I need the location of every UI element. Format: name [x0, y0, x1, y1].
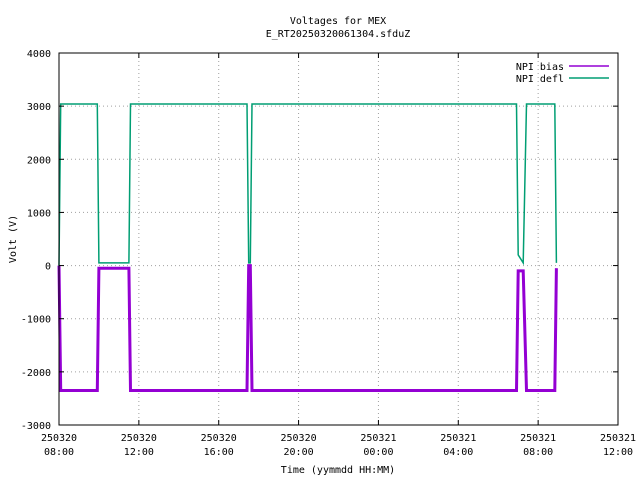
x-tick-time: 12:00	[603, 447, 633, 458]
x-tick-time: 12:00	[124, 447, 154, 458]
x-tick-time: 04:00	[443, 447, 473, 458]
chart-title: Voltages for MEX	[290, 16, 386, 27]
x-tick-time: 20:00	[284, 447, 314, 458]
series-layer	[57, 103, 558, 392]
x-tick-time: 16:00	[204, 447, 234, 458]
grid-lines	[59, 53, 618, 425]
y-tick-label: -3000	[21, 421, 51, 432]
x-tick-date: 250321	[520, 433, 556, 444]
x-tick-date: 250320	[41, 433, 77, 444]
x-tick-time: 00:00	[363, 447, 393, 458]
series-line-npi-bias	[57, 264, 558, 392]
chart-subtitle: E_RT20250320061304.sfduZ	[266, 29, 411, 40]
x-tick-date: 250320	[281, 433, 317, 444]
y-tick-label: 2000	[27, 155, 51, 166]
x-tick-date: 250321	[600, 433, 636, 444]
y-axis-label: Volt (V)	[8, 215, 19, 263]
x-tick-time: 08:00	[523, 447, 553, 458]
plot-frame	[58, 52, 619, 426]
legend-label: NPI bias	[516, 62, 564, 73]
series-line-npi-defl	[58, 103, 558, 266]
y-tick-label: 0	[45, 262, 51, 273]
x-tick-date: 250321	[440, 433, 476, 444]
y-tick-label: -2000	[21, 368, 51, 379]
x-tick-date: 250320	[121, 433, 157, 444]
x-tick-date: 250320	[201, 433, 237, 444]
x-tick-date: 250321	[360, 433, 396, 444]
y-tick-label: 4000	[27, 49, 51, 60]
y-tick-label: -1000	[21, 315, 51, 326]
axis-ticks	[58, 52, 619, 426]
legend-label: NPI defl	[516, 74, 564, 85]
x-tick-time: 08:00	[44, 447, 74, 458]
x-tick-labels: 250320 08:00 250320 12:00 250320 16:00 250320 2…	[41, 433, 636, 458]
x-axis-label: Time (yymmdd HH:MM)	[281, 465, 395, 476]
y-tick-labels: -3000 -2000 -1000 0 1000 2000 3000 4000	[21, 49, 51, 432]
y-tick-label: 1000	[27, 208, 51, 219]
y-tick-label: 3000	[27, 102, 51, 113]
